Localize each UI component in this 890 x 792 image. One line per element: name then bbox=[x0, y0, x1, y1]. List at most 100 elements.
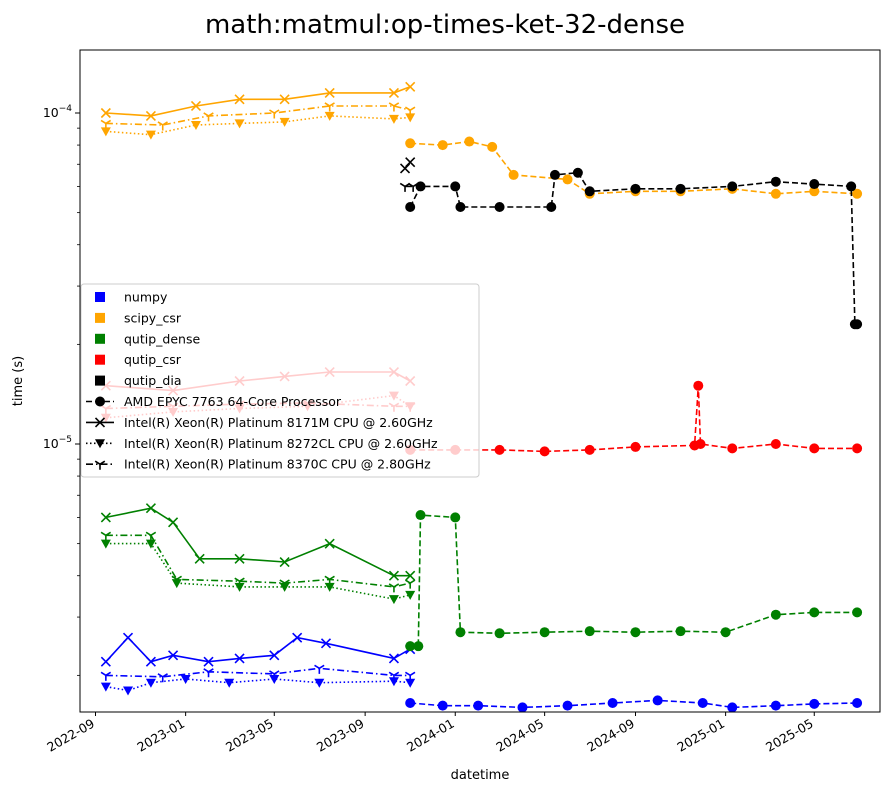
data-point bbox=[630, 627, 641, 638]
x-tick-label: 2022-09 bbox=[44, 716, 97, 755]
series-qutip_dense-11 bbox=[100, 531, 416, 593]
data-point bbox=[770, 188, 781, 199]
x-tick-label: 2024-05 bbox=[493, 716, 546, 755]
plot-frame bbox=[79, 49, 881, 713]
data-point bbox=[770, 176, 781, 187]
x-tick-label: 2023-09 bbox=[314, 716, 367, 755]
y-axis: 10−5 10−4 bbox=[43, 104, 80, 676]
data-point bbox=[145, 656, 156, 667]
chart-title: math:matmul:op-times-ket-32-dense bbox=[205, 10, 685, 40]
data-point bbox=[549, 169, 560, 180]
data-point bbox=[100, 107, 111, 119]
data-point bbox=[562, 174, 573, 185]
data-point bbox=[539, 627, 550, 638]
data-point bbox=[727, 181, 738, 192]
data-point bbox=[852, 188, 863, 199]
data-point bbox=[415, 510, 426, 521]
series-numpy-2 bbox=[100, 674, 416, 696]
legend-label: Intel(R) Xeon(R) Platinum 8272CL CPU @ 2… bbox=[124, 436, 438, 451]
data-point bbox=[809, 607, 820, 618]
data-point bbox=[100, 539, 111, 549]
data-point bbox=[508, 169, 519, 180]
legend-marker bbox=[95, 439, 105, 449]
data-point bbox=[234, 577, 245, 587]
data-point bbox=[487, 141, 498, 152]
legend-swatch bbox=[95, 333, 105, 344]
data-point bbox=[697, 698, 708, 709]
legend-label: Intel(R) Xeon(R) Platinum 8370C CPU @ 2.… bbox=[124, 457, 431, 472]
y-axis-label: time (s) bbox=[11, 356, 26, 406]
data-point bbox=[100, 531, 112, 541]
data-point bbox=[584, 186, 595, 197]
data-point bbox=[269, 650, 280, 661]
data-point bbox=[405, 138, 416, 149]
data-point bbox=[100, 512, 111, 523]
data-point bbox=[324, 87, 335, 98]
data-point bbox=[809, 698, 820, 709]
data-point bbox=[100, 127, 111, 137]
x-tick-label: 2025-05 bbox=[763, 716, 816, 755]
data-point bbox=[607, 698, 618, 709]
series-scipy_csr-6 bbox=[100, 111, 416, 140]
data-point bbox=[100, 671, 112, 681]
data-point bbox=[145, 110, 156, 121]
data-point bbox=[100, 119, 112, 129]
data-point bbox=[727, 443, 738, 454]
series-qutip_dia-17 bbox=[399, 157, 416, 174]
data-point bbox=[405, 570, 416, 581]
data-point bbox=[157, 673, 168, 683]
legend-swatch bbox=[95, 292, 105, 302]
data-point bbox=[494, 628, 505, 639]
data-point bbox=[675, 626, 686, 637]
legend-label: numpy bbox=[124, 290, 168, 305]
data-point bbox=[145, 130, 156, 140]
data-point bbox=[314, 664, 325, 674]
data-point bbox=[809, 179, 820, 190]
data-point bbox=[413, 641, 424, 652]
series-line bbox=[410, 514, 858, 648]
data-point bbox=[269, 674, 280, 684]
data-point bbox=[517, 702, 528, 713]
data-point bbox=[539, 446, 550, 457]
data-point bbox=[190, 100, 202, 112]
data-point bbox=[405, 202, 416, 213]
data-point bbox=[388, 570, 400, 581]
legend-entry-triangle-down: Intel(R) Xeon(R) Platinum 8272CL CPU @ 2… bbox=[86, 436, 438, 451]
data-point bbox=[388, 114, 399, 124]
legend-label: qutip_dia bbox=[124, 373, 181, 388]
data-point bbox=[770, 609, 781, 620]
data-point bbox=[405, 641, 416, 652]
data-point bbox=[405, 590, 416, 600]
data-point bbox=[399, 182, 411, 192]
data-point bbox=[770, 700, 781, 711]
x-axis-label: datetime bbox=[451, 768, 510, 783]
data-point bbox=[455, 202, 466, 213]
data-point bbox=[675, 183, 686, 194]
data-point bbox=[852, 698, 863, 709]
series-line bbox=[105, 115, 411, 136]
data-point bbox=[450, 512, 461, 523]
y-tick-label: 10−4 bbox=[43, 104, 72, 120]
series-line bbox=[105, 636, 411, 663]
data-point bbox=[171, 575, 182, 585]
data-point bbox=[404, 106, 416, 116]
data-point bbox=[437, 140, 448, 151]
data-point bbox=[145, 531, 157, 541]
data-point bbox=[279, 556, 290, 568]
data-point bbox=[727, 702, 738, 713]
series-line bbox=[105, 534, 411, 588]
data-point bbox=[464, 136, 475, 147]
x-tick-label: 2023-05 bbox=[223, 716, 276, 755]
data-point bbox=[324, 575, 335, 585]
data-point bbox=[269, 670, 280, 680]
data-point bbox=[234, 653, 245, 664]
data-point bbox=[693, 380, 704, 391]
series-qutip_dia-18 bbox=[399, 182, 419, 192]
series-numpy-3 bbox=[100, 664, 416, 683]
data-point bbox=[494, 202, 505, 213]
legend-box bbox=[80, 283, 480, 478]
data-point bbox=[234, 119, 245, 129]
data-point bbox=[123, 686, 134, 696]
data-point bbox=[157, 121, 168, 131]
data-point bbox=[224, 678, 235, 688]
